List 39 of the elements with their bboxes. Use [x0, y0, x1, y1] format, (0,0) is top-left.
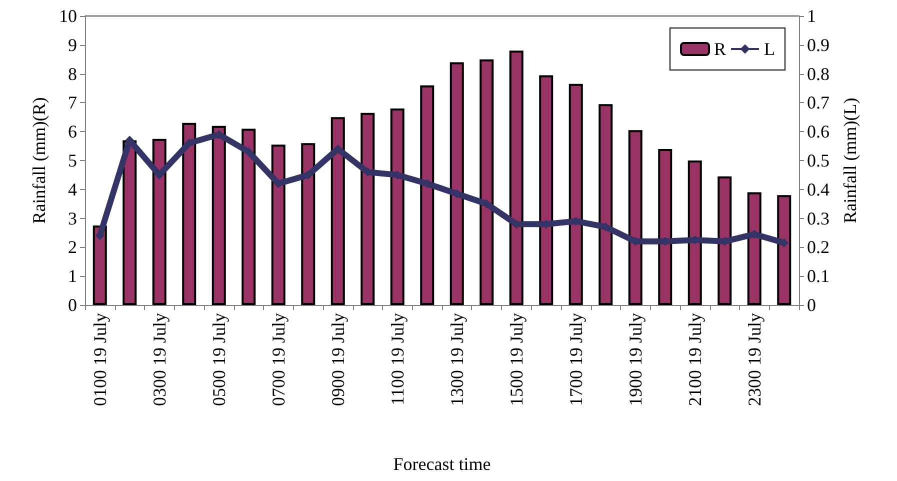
y2-tick-label: 0.7 — [807, 92, 830, 113]
y2-tick-label: 0.6 — [807, 122, 830, 142]
x-tick-label: 0500 19 July — [208, 313, 229, 406]
y2-tick-label: 1 — [807, 6, 816, 26]
y-tick-label: 3 — [68, 208, 77, 228]
y-tick-label: 4 — [68, 179, 77, 200]
x-tick-label: 1900 19 July — [625, 313, 646, 406]
y2-tick-label: 0 — [807, 295, 816, 315]
x-axis-title: Forecast time — [393, 454, 491, 474]
x-tick-label: 1700 19 July — [566, 313, 586, 406]
y2-axis-title: Rainfall (mm)(L) — [840, 98, 860, 224]
y2-tick-label: 0.1 — [807, 266, 830, 286]
legend-label: L — [764, 39, 776, 59]
y2-tick-label: 0.5 — [807, 150, 830, 170]
y2-tick-label: 0.9 — [807, 34, 830, 55]
y2-tick-label: 0.8 — [807, 64, 830, 84]
y-tick-label: 6 — [68, 122, 77, 142]
y2-tick-label: 0.3 — [807, 208, 830, 228]
y-tick-label: 9 — [68, 34, 77, 55]
legend-label: R — [714, 39, 726, 59]
y-tick-label: 0 — [68, 295, 77, 315]
y2-tick-label: 0.2 — [807, 237, 830, 258]
y-tick-label: 7 — [68, 92, 77, 113]
x-tick-label: 0700 19 July — [268, 313, 288, 406]
x-tick-label: 1100 19 July — [387, 313, 408, 406]
x-tick-label: 2300 19 July — [744, 313, 764, 406]
x-tick-label: 0300 19 July — [149, 313, 170, 406]
x-tick-label: 0900 19 July — [328, 313, 348, 406]
x-tick-label: 2100 19 July — [684, 313, 705, 406]
x-tick-label: 1300 19 July — [446, 313, 467, 406]
y2-tick-label: 0.4 — [807, 179, 830, 200]
y-axis-title: Rainfall (mm)(R) — [29, 97, 50, 224]
x-tick-label: 1500 19 July — [506, 313, 526, 406]
y-tick-label: 2 — [68, 237, 77, 258]
y-tick-label: 5 — [68, 150, 77, 170]
x-tick-label: 0100 19 July — [90, 313, 110, 406]
y-tick-label: 10 — [59, 6, 77, 26]
y-tick-label: 1 — [68, 266, 77, 286]
y-tick-label: 8 — [68, 64, 77, 84]
